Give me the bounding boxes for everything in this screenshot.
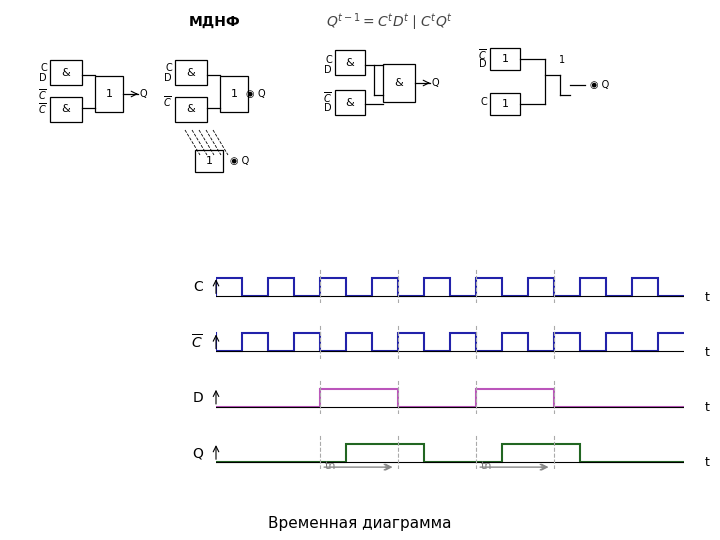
Text: Q: Q — [192, 446, 203, 460]
Text: ◉ Q: ◉ Q — [230, 156, 249, 166]
Text: C: C — [40, 63, 47, 73]
Text: Q: Q — [432, 78, 440, 88]
Bar — [490, 48, 520, 70]
Text: $Q^{t-1} = C^t D^t \mid C^t Q^t$: $Q^{t-1} = C^t D^t \mid C^t Q^t$ — [326, 11, 454, 33]
Text: 1: 1 — [106, 89, 112, 99]
Text: $\overline{C}$: $\overline{C}$ — [192, 333, 203, 352]
Bar — [383, 64, 415, 102]
Text: Временная диаграмма: Временная диаграмма — [269, 516, 451, 531]
Bar — [335, 90, 365, 115]
Text: $\overline{C}$: $\overline{C}$ — [163, 94, 172, 110]
Text: Q: Q — [258, 89, 266, 99]
Text: t: t — [705, 346, 710, 359]
Text: C: C — [166, 63, 172, 73]
Text: &: & — [346, 98, 354, 107]
Text: C: C — [193, 280, 203, 294]
Text: D: D — [192, 391, 203, 405]
Bar — [335, 50, 365, 75]
Text: &: & — [186, 105, 195, 114]
Text: t: t — [705, 291, 710, 303]
Text: 1: 1 — [502, 99, 508, 109]
Text: D: D — [40, 73, 47, 83]
Text: &: & — [346, 57, 354, 68]
Bar — [50, 97, 82, 122]
Text: C: C — [480, 97, 487, 107]
Text: D: D — [325, 65, 332, 75]
Text: t: t — [705, 401, 710, 414]
Text: t: t — [705, 456, 710, 469]
Text: &: & — [62, 68, 71, 78]
Text: $\overline{C}$: $\overline{C}$ — [323, 91, 332, 105]
Text: tn: tn — [481, 461, 492, 471]
Text: &: & — [395, 78, 403, 88]
Text: D: D — [164, 73, 172, 83]
Text: ◉: ◉ — [246, 89, 254, 99]
Text: C: C — [325, 55, 332, 65]
Text: МДНФ: МДНФ — [189, 15, 241, 29]
Text: 1: 1 — [230, 89, 238, 99]
Text: D: D — [325, 103, 332, 113]
Bar — [95, 76, 123, 112]
Bar — [50, 60, 82, 85]
Text: D: D — [480, 59, 487, 69]
Bar — [175, 97, 207, 122]
Text: 1: 1 — [559, 55, 565, 65]
Text: Q: Q — [140, 89, 148, 99]
Text: $\overline{C}$: $\overline{C}$ — [38, 102, 47, 117]
Text: 1: 1 — [205, 156, 212, 166]
Text: $\overline{C}$: $\overline{C}$ — [38, 87, 47, 103]
Text: tn: tn — [325, 461, 337, 471]
Text: &: & — [62, 105, 71, 114]
Bar — [220, 76, 248, 112]
Text: $\overline{C}$: $\overline{C}$ — [478, 48, 487, 63]
Text: &: & — [186, 68, 195, 78]
Bar — [175, 60, 207, 85]
Text: ◉ Q: ◉ Q — [590, 80, 609, 90]
Bar — [490, 93, 520, 115]
Text: 1: 1 — [502, 54, 508, 64]
Bar — [195, 150, 223, 172]
